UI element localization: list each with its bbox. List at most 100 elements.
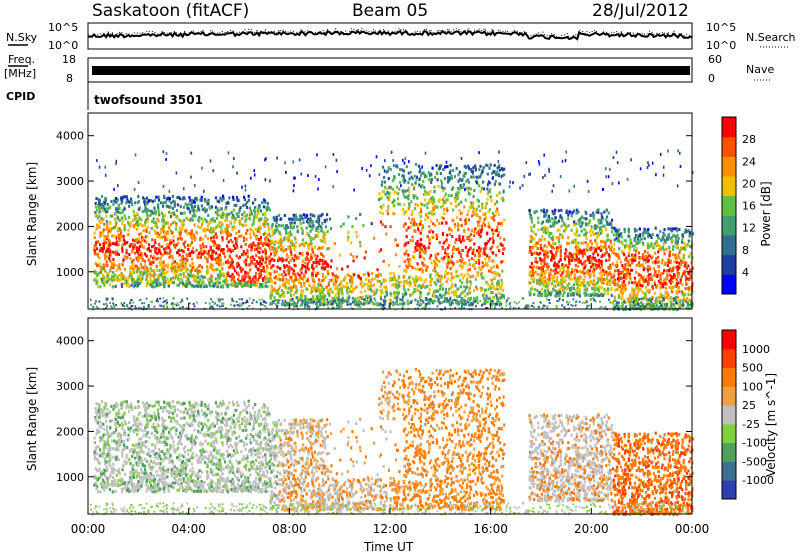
power-echo-cell bbox=[464, 219, 467, 222]
power-echo-cell bbox=[430, 261, 433, 265]
power-echo-cell bbox=[232, 244, 235, 248]
power-echo-cell bbox=[579, 217, 582, 221]
power-echo-cell bbox=[453, 223, 456, 227]
cpid-label: CPID bbox=[6, 90, 35, 103]
power-echo-cell bbox=[185, 276, 188, 280]
power-echo-cell bbox=[467, 227, 470, 231]
power-echo-cell bbox=[265, 238, 268, 241]
power-echo-cell bbox=[554, 216, 557, 220]
power-echo-cell bbox=[557, 291, 560, 295]
power-echo-cell bbox=[218, 213, 221, 217]
power-echo-cell bbox=[103, 234, 106, 238]
power-echo-cell bbox=[210, 236, 213, 240]
power-echo-cell bbox=[100, 265, 103, 269]
power-echo-cell bbox=[535, 244, 538, 248]
power-echo-cell bbox=[403, 194, 406, 198]
power-echo-cell bbox=[215, 217, 218, 220]
power-echo-cell bbox=[106, 248, 109, 251]
power-echo-cell bbox=[164, 271, 167, 275]
power-echo-cell bbox=[565, 211, 568, 215]
power-echo-cell bbox=[420, 210, 423, 214]
power-echo-cell bbox=[250, 248, 253, 252]
power-echo-cell bbox=[397, 173, 401, 177]
power-echo-cell bbox=[102, 247, 105, 250]
power-echo-cell bbox=[489, 270, 492, 274]
power-echo-cell bbox=[440, 216, 443, 219]
power-echo-cell bbox=[311, 277, 314, 281]
power-echo-cell bbox=[233, 226, 236, 230]
power-echo-cell bbox=[371, 302, 375, 306]
power-echo-cell bbox=[438, 301, 441, 305]
power-echo-cell bbox=[181, 262, 184, 266]
power-echo-cell bbox=[502, 294, 505, 298]
power-echo-cell bbox=[598, 258, 601, 262]
power-echo-cell bbox=[379, 211, 382, 215]
power-echo-cell bbox=[162, 218, 165, 222]
power-echo-cell bbox=[413, 228, 416, 232]
power-echo-cell bbox=[628, 244, 631, 248]
power-echo-cell bbox=[640, 301, 643, 305]
power-echo-cell bbox=[305, 255, 308, 259]
power-echo-cell bbox=[150, 263, 153, 267]
power-echo-cell bbox=[502, 247, 505, 251]
power-echo-cell bbox=[492, 284, 495, 288]
power-echo-cell bbox=[460, 200, 463, 204]
power-echo-cell bbox=[497, 231, 500, 235]
power-echo-cell bbox=[293, 301, 296, 305]
power-echo-cell bbox=[548, 279, 551, 283]
power-echo-cell bbox=[207, 278, 210, 282]
power-echo-cell bbox=[454, 301, 457, 305]
power-echo-cell bbox=[446, 265, 449, 269]
power-echo-cell bbox=[529, 246, 532, 250]
power-echo-cell bbox=[235, 241, 238, 245]
power-echo-cell bbox=[585, 236, 588, 240]
power-echo-cell bbox=[131, 278, 134, 282]
power-echo-cell bbox=[143, 200, 146, 204]
power-echo-cell bbox=[213, 236, 216, 240]
power-echo-cell bbox=[287, 271, 291, 275]
power-echo-cell bbox=[403, 212, 406, 216]
power-echo-cell bbox=[428, 198, 431, 202]
power-echo-cell bbox=[417, 227, 420, 231]
power-echo-cell bbox=[149, 254, 153, 258]
power-echo-cell bbox=[645, 289, 648, 293]
power-echo-cell bbox=[321, 246, 324, 249]
power-echo-cell bbox=[346, 273, 349, 277]
power-echo-cell bbox=[575, 242, 578, 245]
power-echo-cell bbox=[593, 283, 596, 286]
power-echo-cell bbox=[533, 287, 536, 291]
power-echo-cell bbox=[282, 276, 285, 280]
power-echo-cell bbox=[260, 269, 263, 272]
power-echo-cell bbox=[105, 249, 108, 253]
power-echo-cell bbox=[478, 246, 481, 250]
power-echo-cell bbox=[570, 277, 573, 281]
power-echo-cell bbox=[402, 176, 406, 180]
power-echo-cell bbox=[95, 282, 98, 286]
power-echo-cell bbox=[468, 235, 471, 239]
power-echo-cell bbox=[669, 306, 673, 309]
power-echo-cell bbox=[193, 284, 196, 288]
power-echo-cell bbox=[557, 219, 561, 223]
power-echo-cell bbox=[284, 273, 287, 277]
power-echo-cell bbox=[114, 284, 117, 288]
power-echo-cell bbox=[158, 249, 161, 253]
power-echo-cell bbox=[423, 186, 426, 189]
power-echo-cell bbox=[604, 278, 607, 282]
power-echo-cell bbox=[131, 250, 134, 253]
power-echo-cell bbox=[416, 244, 419, 248]
power-echo-cell bbox=[102, 266, 105, 270]
power-echo-cell bbox=[380, 297, 383, 301]
power-echo-cell bbox=[399, 168, 402, 171]
power-echo-cell bbox=[131, 238, 135, 242]
power-echo-cell bbox=[242, 224, 245, 228]
power-echo-cell bbox=[311, 272, 314, 276]
power-echo-cell bbox=[206, 224, 209, 228]
power-echo-cell bbox=[318, 217, 321, 221]
power-echo-cell bbox=[268, 279, 271, 283]
power-echo-cell bbox=[573, 269, 576, 273]
power-echo-cell bbox=[492, 232, 495, 236]
power-echo-cell bbox=[641, 290, 644, 294]
power-echo-cell bbox=[423, 280, 426, 284]
power-echo-cell bbox=[319, 239, 322, 242]
power-echo-cell bbox=[408, 280, 411, 284]
